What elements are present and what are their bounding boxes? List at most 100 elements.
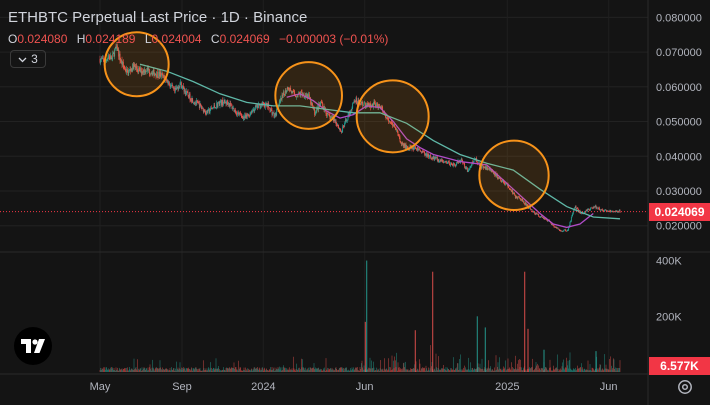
candle-body xyxy=(440,159,442,161)
volume-bar xyxy=(227,368,229,372)
volume-bar xyxy=(106,369,108,372)
candle-body xyxy=(421,151,423,153)
candle-body xyxy=(406,146,408,149)
volume-bar xyxy=(270,370,272,372)
candle-body xyxy=(541,216,543,218)
price-axis[interactable]: 0.0800000.0700000.0600000.0500000.040000… xyxy=(656,12,702,232)
candle-body xyxy=(466,167,468,169)
volume-bar xyxy=(258,367,260,372)
candle-body xyxy=(426,153,428,157)
volume-bar xyxy=(168,370,170,372)
candle-body xyxy=(102,57,104,59)
volume-bar xyxy=(274,370,276,372)
tradingview-logo[interactable] xyxy=(14,327,52,365)
volume-bar xyxy=(124,367,126,372)
candle-body xyxy=(514,195,516,198)
volume-bar xyxy=(466,369,468,372)
time-axis[interactable]: May Sep 2024 Jun 2025 Jun xyxy=(90,381,618,393)
volume-bar xyxy=(398,367,400,372)
volume-bar xyxy=(228,368,230,372)
volume-bar xyxy=(489,368,491,372)
candle-body xyxy=(510,189,512,191)
candle-body xyxy=(487,168,489,171)
candle-body xyxy=(342,126,344,128)
volume-bar xyxy=(582,367,584,372)
candle-body xyxy=(162,74,164,77)
candle-body xyxy=(444,161,446,163)
candle-body xyxy=(556,227,558,229)
candle-body xyxy=(191,98,193,102)
volume-bar xyxy=(216,368,218,372)
volume-bar xyxy=(482,368,484,372)
volume-bar xyxy=(484,367,486,372)
candle-body xyxy=(178,86,180,90)
candle-body xyxy=(530,207,532,210)
volume-bar xyxy=(357,370,359,372)
volume-bar xyxy=(359,367,361,372)
volume-bar xyxy=(550,370,552,372)
volume-bar xyxy=(300,368,302,372)
volume-bar xyxy=(99,370,101,372)
volume-bar xyxy=(180,367,182,372)
volume-bar xyxy=(532,358,534,372)
volume-bar xyxy=(453,369,455,372)
candle-body xyxy=(117,49,119,51)
volume-bar xyxy=(215,358,217,372)
volume-bar xyxy=(102,367,104,372)
candle-body xyxy=(156,72,158,77)
volume-bar xyxy=(591,367,593,372)
volume-bar xyxy=(412,367,414,372)
candle-body xyxy=(257,105,259,108)
volume-bar xyxy=(420,370,422,372)
volume-bar xyxy=(103,369,105,372)
candle-body xyxy=(538,214,540,217)
volume-bar xyxy=(448,370,450,372)
volume-bar xyxy=(392,369,394,372)
volume-bar xyxy=(313,363,315,372)
candle-body xyxy=(113,52,115,57)
volume-bar xyxy=(271,367,273,372)
volume-bar xyxy=(104,367,106,372)
volume-bar xyxy=(169,367,171,372)
volume-bar xyxy=(480,369,482,372)
volume-bar xyxy=(262,370,264,372)
volume-bar xyxy=(340,367,342,372)
candle-body xyxy=(178,86,180,88)
candle-body xyxy=(250,112,252,114)
candle-body xyxy=(298,92,300,94)
volume-bar xyxy=(156,367,158,372)
candle-body xyxy=(508,187,510,189)
open-key: O xyxy=(8,32,18,46)
volume-bar xyxy=(237,370,239,372)
settings-gear-icon[interactable] xyxy=(676,378,694,396)
volume-bar xyxy=(597,369,599,372)
candle-body xyxy=(312,105,314,107)
candle-body xyxy=(356,103,358,105)
volume-bar xyxy=(316,368,318,372)
volume-bar xyxy=(171,369,173,372)
volume-bar xyxy=(384,369,386,372)
volume-bar xyxy=(500,370,502,372)
volume-spike xyxy=(364,321,366,372)
time-tick-label: Jun xyxy=(600,381,618,393)
price-tick-label: 0.030000 xyxy=(656,186,702,198)
volume-bar xyxy=(312,367,314,372)
candle-body xyxy=(437,159,439,162)
candle-body xyxy=(128,70,130,72)
candle-body xyxy=(419,149,421,152)
candle-body xyxy=(537,214,539,215)
indicators-toggle[interactable]: 3 xyxy=(10,50,46,68)
candle-body xyxy=(158,71,160,77)
candle-body xyxy=(587,209,589,210)
volume-bar xyxy=(256,368,258,372)
volume-bar xyxy=(364,369,366,372)
candle-body xyxy=(456,162,458,166)
volume-bar xyxy=(514,369,516,372)
volume-spike xyxy=(432,271,434,372)
volume-bar xyxy=(192,370,194,372)
volume-bar xyxy=(157,367,159,372)
volume-bar xyxy=(127,370,129,372)
candle-body xyxy=(336,123,338,126)
candle-body xyxy=(348,112,350,116)
